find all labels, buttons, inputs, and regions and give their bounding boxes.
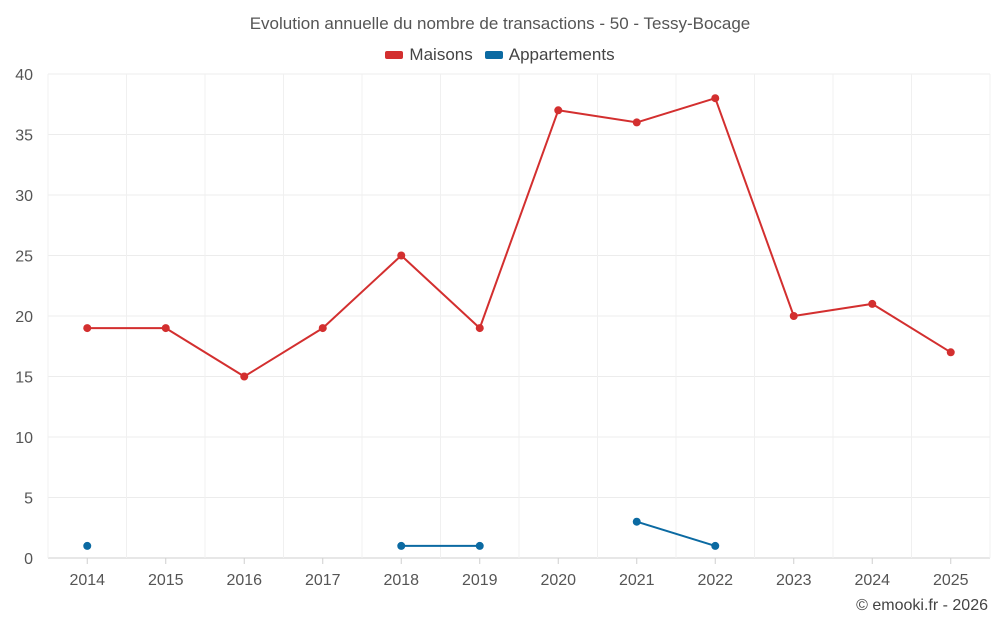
x-tick-label: 2025	[933, 572, 969, 589]
data-point-maisons	[240, 372, 249, 381]
data-point-appartements	[83, 541, 92, 550]
y-tick-label: 5	[24, 491, 33, 508]
data-point-maisons	[83, 324, 92, 333]
legend-swatch-appartements	[484, 51, 503, 59]
data-point-maisons	[475, 324, 484, 333]
data-point-maisons	[868, 299, 877, 308]
x-tick-label: 2023	[776, 572, 812, 589]
x-tick-label: 2020	[540, 572, 576, 589]
y-tick-label: 20	[15, 309, 33, 326]
legend-item-maisons[interactable]: Maisons	[385, 45, 473, 65]
legend-swatch-maisons	[385, 51, 404, 59]
data-point-maisons	[397, 251, 406, 260]
credit-text: © emooki.fr - 2026	[856, 597, 988, 614]
x-tick-label: 2015	[148, 572, 184, 589]
y-tick-label: 30	[15, 188, 33, 205]
x-tick-label: 2022	[697, 572, 733, 589]
legend-item-appartements[interactable]: Appartements	[484, 45, 615, 65]
x-tick-label: 2016	[226, 572, 262, 589]
data-point-maisons	[554, 106, 563, 115]
y-tick-label: 25	[15, 249, 33, 266]
data-point-maisons	[632, 118, 641, 127]
chart-title: Evolution annuelle du nombre de transact…	[249, 14, 751, 33]
legend-label-appartements: Appartements	[508, 45, 615, 64]
y-tick-label: 40	[15, 67, 33, 84]
data-point-maisons	[318, 324, 327, 333]
chart-legend: Maisons Appartements	[0, 45, 1000, 65]
x-tick-label: 2019	[462, 572, 498, 589]
x-tick-label: 2017	[305, 572, 341, 589]
x-tick-label: 2024	[854, 572, 890, 589]
data-point-maisons	[711, 94, 720, 103]
data-point-maisons	[789, 312, 798, 320]
data-point-maisons	[946, 348, 955, 357]
y-tick-label: 10	[15, 430, 33, 447]
y-tick-label: 35	[15, 128, 33, 145]
x-tick-label: 2021	[619, 572, 655, 589]
y-tick-label: 0	[24, 551, 33, 568]
x-tick-label: 2014	[69, 572, 105, 589]
data-point-appartements	[711, 541, 720, 550]
series-line-appartements	[636, 520, 716, 547]
x-tick-label: 2018	[383, 572, 419, 589]
data-point-maisons	[161, 324, 170, 333]
series-line-maisons	[87, 97, 952, 378]
data-point-appartements	[475, 541, 484, 550]
legend-label-maisons: Maisons	[409, 45, 473, 64]
y-tick-label: 15	[15, 370, 33, 387]
data-point-appartements	[632, 517, 641, 526]
data-point-appartements	[397, 541, 406, 550]
